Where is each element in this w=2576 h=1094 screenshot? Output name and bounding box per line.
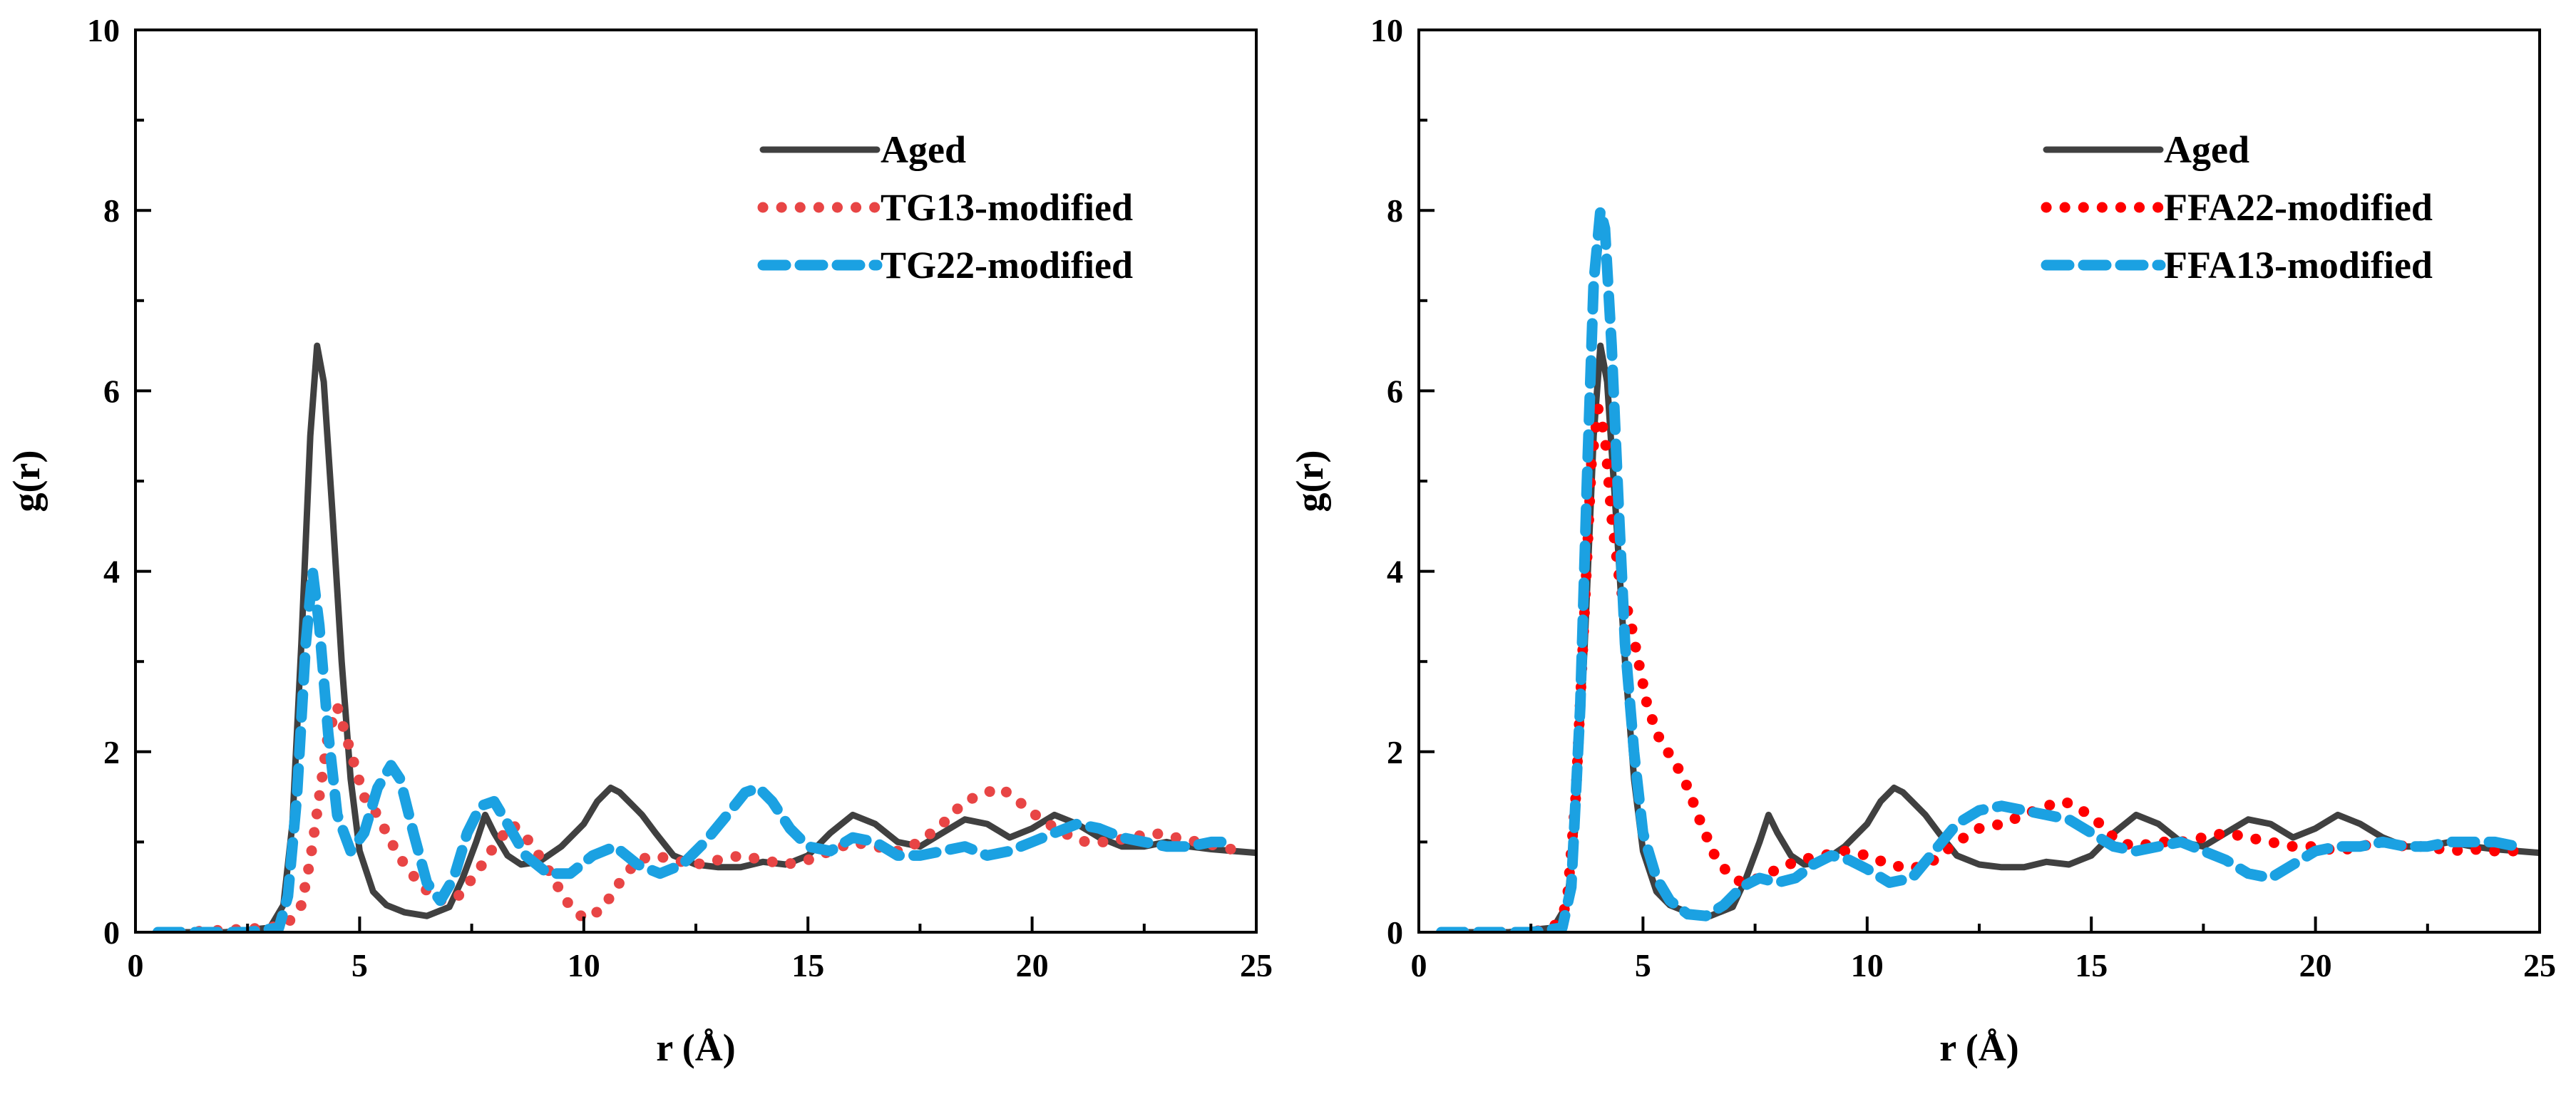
- x-tick-label: 25: [1240, 947, 1273, 984]
- x-tick-label: 10: [568, 947, 600, 984]
- x-tick-label: 15: [2075, 947, 2108, 984]
- x-tick-label: 25: [2523, 947, 2556, 984]
- y-tick-label: 10: [87, 12, 120, 48]
- legend-label: FFA22-modified: [2164, 186, 2433, 229]
- series-line-tg22-modified: [152, 566, 1240, 932]
- x-tick-label: 0: [1411, 947, 1427, 984]
- y-tick-label: 4: [103, 554, 120, 590]
- series-line-aged: [154, 342, 1256, 932]
- x-axis-label: r (Å): [1939, 1026, 2018, 1069]
- legend-label: FFA13-modified: [2164, 244, 2433, 287]
- x-tick-label: 20: [1016, 947, 1049, 984]
- x-tick-label: 0: [128, 947, 144, 984]
- series-line-ffa22-modified: [1458, 403, 2523, 932]
- right-chart-panel: 0 5 10 15 20 25 0 2 4 6 8 10 r (Å) g(r) Aged FFA22-modi…: [1288, 12, 2556, 1069]
- x-tick-label: 5: [1635, 947, 1651, 984]
- y-tick-label: 4: [1387, 554, 1403, 590]
- y-tick-label: 6: [103, 373, 120, 409]
- legend-label: TG13-modified: [881, 186, 1133, 229]
- y-tick-label: 0: [1387, 914, 1403, 951]
- x-tick-label: 10: [1851, 947, 1884, 984]
- x-axis-label: r (Å): [656, 1026, 735, 1069]
- x-tick-label: 20: [2299, 947, 2332, 984]
- legend-label: Aged: [881, 128, 966, 171]
- left-chart-panel: 0 5 10 15 20 25 0 2 4 6 8 10 r (Å) g(r) Aged TG13-modif…: [5, 12, 1273, 1069]
- y-tick-label: 8: [103, 192, 120, 229]
- x-tick-label: 5: [351, 947, 368, 984]
- y-tick-label: 0: [103, 914, 120, 951]
- legend-label: Aged: [2164, 128, 2249, 171]
- series-group: [152, 342, 1256, 932]
- plot-frame: [134, 29, 1258, 934]
- series-line-ffa13-modified: [1435, 205, 2523, 932]
- y-tick-label: 2: [1387, 734, 1403, 770]
- legend: Aged FFA22-modified FFA13-modified: [2041, 128, 2433, 287]
- series-line-tg13-modified: [175, 701, 1244, 932]
- series-group: [1435, 205, 2540, 932]
- legend-label: TG22-modified: [881, 244, 1133, 287]
- y-tick-label: 8: [1387, 192, 1403, 229]
- y-axis-label: g(r): [1288, 450, 1331, 512]
- y-tick-label: 2: [103, 734, 120, 770]
- x-tick-label: 15: [791, 947, 824, 984]
- legend: Aged TG13-modified TG22-modified: [757, 128, 1133, 287]
- y-tick-label: 6: [1387, 373, 1403, 409]
- y-tick-label: 10: [1370, 12, 1403, 48]
- y-axis-label: g(r): [5, 450, 48, 512]
